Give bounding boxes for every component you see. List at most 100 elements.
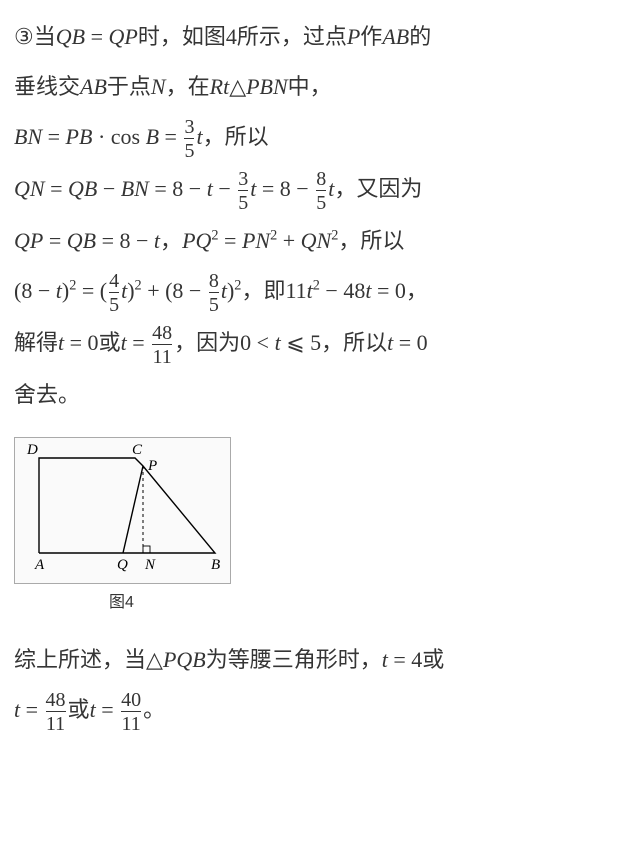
fraction: 45: [107, 270, 121, 316]
conclusion-1: 综上所述，当△PQB为等腰三角形时，t = 4或: [14, 637, 626, 683]
math: ·: [92, 124, 110, 149]
math: PN: [242, 228, 270, 253]
math: ): [127, 278, 134, 303]
math: QN: [14, 176, 45, 201]
math: AB: [382, 24, 409, 49]
text: 解得: [14, 330, 58, 355]
math: PQB: [163, 647, 206, 672]
label-D: D: [26, 442, 38, 458]
text: 当: [34, 24, 56, 49]
text: ，所以: [321, 330, 387, 355]
para-8: 舍去。: [14, 372, 626, 418]
math: QB: [68, 176, 97, 201]
text: ，: [160, 228, 182, 253]
fraction: 4011: [119, 689, 143, 735]
math: PQ: [182, 228, 211, 253]
sup: 2: [135, 278, 142, 294]
math: 8: [172, 176, 183, 201]
sup: 2: [313, 278, 320, 294]
para-1: ③当QB = QP时，如图4所示，过点P作AB的: [14, 14, 626, 60]
math: 11: [285, 278, 306, 303]
label-A: A: [34, 557, 45, 573]
math: BN: [14, 124, 42, 149]
text: 作: [360, 24, 382, 49]
text: 于点: [107, 74, 151, 99]
para-5: QP = QB = 8 − t，PQ2 = PN2 + QN2，所以: [14, 218, 626, 264]
math: 0 < t ⩽ 5: [240, 330, 321, 355]
math: =: [159, 124, 182, 149]
math: −: [97, 176, 120, 201]
math: QB: [56, 24, 85, 49]
label-P: P: [147, 458, 157, 474]
math: (8 − t): [14, 278, 69, 303]
math: = (: [76, 278, 107, 303]
math: QP: [109, 24, 138, 49]
text: 或: [99, 330, 121, 355]
math: P: [347, 24, 360, 49]
figure-4: D C P A Q N B: [14, 437, 231, 584]
figure-caption: 图4: [14, 586, 229, 620]
math: AB: [80, 74, 107, 99]
math: t = 0: [58, 330, 99, 355]
math: cos: [111, 124, 140, 149]
label-C: C: [132, 442, 143, 458]
fraction: 4811: [150, 322, 174, 368]
para-6: (8 − t)2 = (45t)2 + (8 − 85t)2，即11t2 − 4…: [14, 268, 626, 316]
text: 。: [143, 697, 165, 722]
para-7: 解得t = 0或t = 4811，因为0 < t ⩽ 5，所以t = 0: [14, 320, 626, 368]
math: =: [96, 228, 119, 253]
math: −: [213, 176, 236, 201]
math: =: [127, 330, 150, 355]
fraction: 4811: [44, 689, 68, 735]
math: =: [256, 176, 279, 201]
text: ，即: [241, 278, 285, 303]
math: BN: [121, 176, 149, 201]
math: +: [277, 228, 300, 253]
case-marker: ③: [14, 24, 34, 49]
figure-4-wrap: D C P A Q N B 图4: [14, 437, 626, 620]
sup: 2: [211, 228, 218, 244]
math: PB: [66, 124, 93, 149]
label-B: B: [211, 557, 220, 573]
text: 或: [68, 697, 90, 722]
math: =: [45, 176, 68, 201]
fraction: 35: [182, 116, 196, 162]
text: 垂线交: [14, 74, 80, 99]
math: =: [43, 228, 66, 253]
math: B: [146, 124, 159, 149]
math: =: [149, 176, 172, 201]
triangle-symbol: △: [229, 74, 246, 99]
label-Q: Q: [117, 557, 128, 573]
math: =: [20, 697, 43, 722]
text: 的: [409, 24, 431, 49]
math: QN: [301, 228, 332, 253]
triangle-symbol: △: [146, 647, 163, 672]
para-2: 垂线交AB于点N，在Rt△PBN中，: [14, 64, 626, 110]
math: t = 0: [387, 330, 428, 355]
text: ，又因为: [334, 176, 422, 201]
para-3: BN = PB · cos B = 35t，所以: [14, 114, 626, 162]
math: − 48t = 0: [320, 278, 406, 303]
fraction: 85: [314, 168, 328, 214]
text: 时，如图4所示，过点: [138, 24, 347, 49]
text: ，所以: [203, 124, 269, 149]
text: ，因为: [174, 330, 240, 355]
math: 8 − t: [120, 228, 161, 253]
text: 综上所述，当: [14, 647, 146, 672]
math: + (8 −: [142, 278, 207, 303]
math: QB: [67, 228, 96, 253]
math: N: [151, 74, 166, 99]
text: 中，: [288, 74, 332, 99]
math: −: [183, 176, 206, 201]
math: =: [219, 228, 242, 253]
math-solution-page: ③当QB = QP时，如图4所示，过点P作AB的 垂线交AB于点N，在Rt△PB…: [14, 14, 626, 735]
para-4: QN = QB − BN = 8 − t − 35t = 8 − 85t，又因为: [14, 166, 626, 214]
text: 为等腰三角形时，: [206, 647, 382, 672]
text: 或: [422, 647, 444, 672]
text: ，: [406, 278, 428, 303]
text: 舍去。: [14, 382, 80, 407]
conclusion-2: t = 4811或t = 4011。: [14, 687, 626, 735]
math: QP: [14, 228, 43, 253]
math: Rt: [210, 74, 230, 99]
text: ，在: [166, 74, 210, 99]
